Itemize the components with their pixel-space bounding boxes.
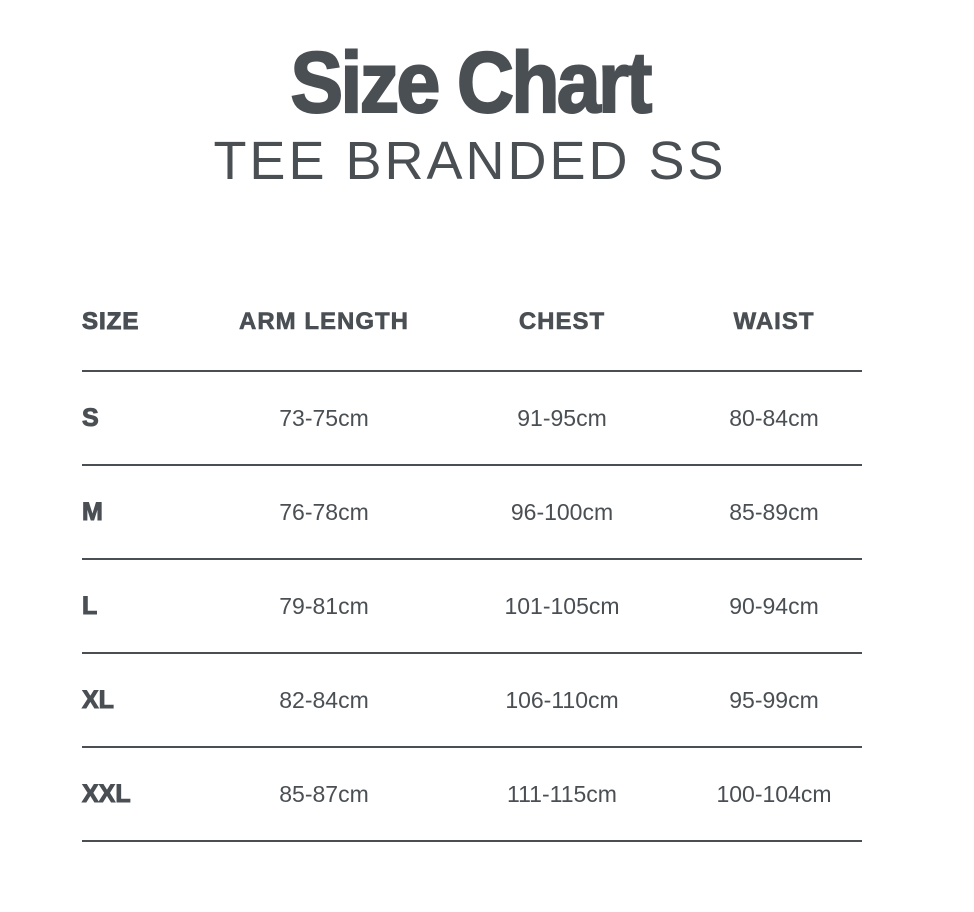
page-title: Size Chart (289, 35, 653, 131)
header-chest: CHEST (518, 308, 606, 336)
cell-chest: 106-110cm (505, 686, 619, 713)
cell-waist: 90-94cm (729, 592, 819, 619)
cell-chest: 101-105cm (504, 592, 620, 619)
table-row: S 73-75cm 91-95cm 80-84cm (82, 372, 862, 466)
cell-chest: 91-95cm (517, 404, 607, 431)
cell-arm-length: 85-87cm (279, 780, 369, 807)
table-header: SIZE ARM LENGTH CHEST WAIST (82, 300, 862, 372)
header-waist: WAIST (733, 308, 815, 336)
table-row: XXL 85-87cm 111-115cm 100-104cm (82, 748, 862, 842)
cell-waist: 80-84cm (729, 404, 819, 431)
table-row: XL 82-84cm 106-110cm 95-99cm (82, 654, 862, 748)
cell-chest: 111-115cm (507, 780, 617, 807)
table-row: L 79-81cm 101-105cm 90-94cm (82, 560, 862, 654)
cell-arm-length: 73-75cm (279, 404, 369, 431)
cell-size: XL (82, 685, 115, 714)
cell-size: L (82, 591, 98, 620)
cell-size: XXL (82, 779, 132, 808)
cell-waist: 100-104cm (716, 780, 832, 807)
table-row: M 76-78cm 96-100cm 85-89cm (82, 466, 862, 560)
cell-waist: 95-99cm (729, 686, 819, 713)
cell-waist: 85-89cm (729, 498, 819, 525)
size-table: SIZE ARM LENGTH CHEST WAIST S 73-75cm 91-9… (82, 300, 862, 842)
cell-size: S (82, 403, 100, 432)
cell-chest: 96-100cm (510, 498, 614, 525)
cell-arm-length: 76-78cm (279, 498, 369, 525)
header-size: SIZE (82, 308, 140, 336)
product-name: TEE BRANDED SS (213, 131, 727, 191)
cell-arm-length: 82-84cm (279, 686, 369, 713)
cell-size: M (82, 497, 104, 526)
cell-arm-length: 79-81cm (279, 592, 369, 619)
header-arm-length: ARM LENGTH (239, 308, 409, 336)
